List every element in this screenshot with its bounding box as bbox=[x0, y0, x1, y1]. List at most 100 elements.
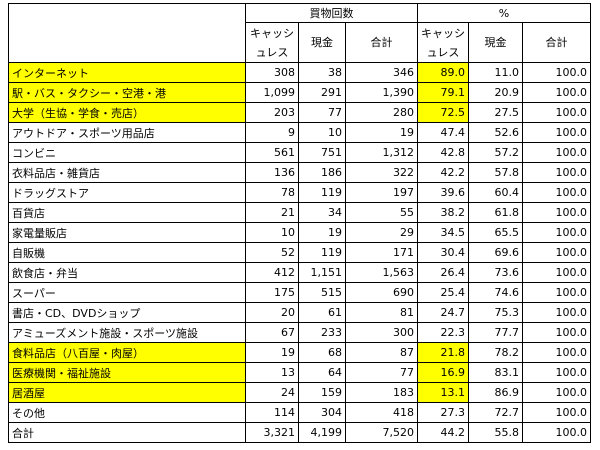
value-cell: 100.0 bbox=[521, 62, 592, 83]
value-cell: 52 bbox=[245, 242, 299, 263]
value-cell: 34.5 bbox=[417, 222, 469, 243]
column-header: キャッシュレス bbox=[245, 22, 299, 63]
value-cell: 183 bbox=[345, 382, 418, 403]
data-table: 買物回数 % キャッシュレス 現金 合計 キャッシュレス 現金 合計 インターネット 308… bbox=[8, 3, 592, 443]
row-label: 合計 bbox=[8, 422, 246, 443]
value-cell: 64 bbox=[298, 362, 346, 383]
value-cell: 100.0 bbox=[521, 402, 592, 423]
value-cell: 751 bbox=[298, 142, 346, 163]
row-label: アウトドア・スポーツ用品店 bbox=[8, 122, 246, 143]
value-cell: 561 bbox=[245, 142, 299, 163]
group-header-row: 買物回数 % bbox=[8, 3, 592, 63]
row-label: ドラッグストア bbox=[8, 182, 246, 203]
table-row: 医療機関・福祉施設 13 64 77 16.9 83.1 100.0 bbox=[8, 362, 592, 383]
value-cell: 300 bbox=[345, 322, 418, 343]
value-cell: 136 bbox=[245, 162, 299, 183]
value-cell: 100.0 bbox=[521, 262, 592, 283]
value-cell: 16.9 bbox=[417, 362, 469, 383]
value-cell: 4,199 bbox=[298, 422, 346, 443]
value-cell: 47.4 bbox=[417, 122, 469, 143]
value-cell: 186 bbox=[298, 162, 346, 183]
value-cell: 27.3 bbox=[417, 402, 469, 423]
value-cell: 60.4 bbox=[468, 182, 523, 203]
row-label: スーパー bbox=[8, 282, 246, 303]
value-cell: 87 bbox=[345, 342, 418, 363]
value-cell: 67 bbox=[245, 322, 299, 343]
table-row: 食料品店（八百屋・肉屋） 19 68 87 21.8 78.2 100.0 bbox=[8, 342, 592, 363]
table-body: インターネット 308 38 346 89.0 11.0 100.0 駅・バス・タクシー・空港… bbox=[8, 62, 592, 443]
value-cell: 100.0 bbox=[521, 322, 592, 343]
value-cell: 1,099 bbox=[245, 82, 299, 103]
table-row: 大学（生協・学食・売店） 203 77 280 72.5 27.5 100.0 bbox=[8, 102, 592, 123]
value-cell: 72.5 bbox=[417, 102, 469, 123]
value-cell: 25.4 bbox=[417, 282, 469, 303]
column-header: 合計 bbox=[521, 22, 592, 63]
value-cell: 1,312 bbox=[345, 142, 418, 163]
value-cell: 24.7 bbox=[417, 302, 469, 323]
value-cell: 175 bbox=[245, 282, 299, 303]
value-cell: 171 bbox=[345, 242, 418, 263]
table-row: 飲食店・弁当 412 1,151 1,563 26.4 73.6 100.0 bbox=[8, 262, 592, 283]
value-cell: 68 bbox=[298, 342, 346, 363]
value-cell: 114 bbox=[245, 402, 299, 423]
value-cell: 78 bbox=[245, 182, 299, 203]
table-row: インターネット 308 38 346 89.0 11.0 100.0 bbox=[8, 62, 592, 83]
row-label: 百貨店 bbox=[8, 202, 246, 223]
row-label: 家電量販店 bbox=[8, 222, 246, 243]
value-cell: 65.5 bbox=[468, 222, 523, 243]
value-cell: 100.0 bbox=[521, 242, 592, 263]
row-label: 書店・CD、DVDショップ bbox=[8, 302, 246, 323]
value-cell: 1,151 bbox=[298, 262, 346, 283]
table-row: 家電量販店 10 19 29 34.5 65.5 100.0 bbox=[8, 222, 592, 243]
value-cell: 1,390 bbox=[345, 82, 418, 103]
value-cell: 13.1 bbox=[417, 382, 469, 403]
value-cell: 346 bbox=[345, 62, 418, 83]
value-cell: 100.0 bbox=[521, 342, 592, 363]
value-cell: 304 bbox=[298, 402, 346, 423]
value-cell: 79.1 bbox=[417, 82, 469, 103]
value-cell: 3,321 bbox=[245, 422, 299, 443]
value-cell: 20 bbox=[245, 302, 299, 323]
value-cell: 100.0 bbox=[521, 182, 592, 203]
value-cell: 83.1 bbox=[468, 362, 523, 383]
value-cell: 100.0 bbox=[521, 82, 592, 103]
value-cell: 38 bbox=[298, 62, 346, 83]
row-label: 大学（生協・学食・売店） bbox=[8, 102, 246, 123]
table-row: 書店・CD、DVDショップ 20 61 81 24.7 75.3 100.0 bbox=[8, 302, 592, 323]
value-cell: 308 bbox=[245, 62, 299, 83]
value-cell: 39.6 bbox=[417, 182, 469, 203]
value-cell: 119 bbox=[298, 242, 346, 263]
value-cell: 100.0 bbox=[521, 202, 592, 223]
column-header: キャッシュレス bbox=[417, 22, 469, 63]
row-label: インターネット bbox=[8, 62, 246, 83]
value-cell: 690 bbox=[345, 282, 418, 303]
value-cell: 55 bbox=[345, 202, 418, 223]
value-cell: 77.7 bbox=[468, 322, 523, 343]
value-cell: 77 bbox=[298, 102, 346, 123]
value-cell: 19 bbox=[345, 122, 418, 143]
row-label: 医療機関・福祉施設 bbox=[8, 362, 246, 383]
value-cell: 19 bbox=[298, 222, 346, 243]
value-cell: 21.8 bbox=[417, 342, 469, 363]
value-cell: 21 bbox=[245, 202, 299, 223]
value-cell: 203 bbox=[245, 102, 299, 123]
table-row: 百貨店 21 34 55 38.2 61.8 100.0 bbox=[8, 202, 592, 223]
value-cell: 418 bbox=[345, 402, 418, 423]
value-cell: 515 bbox=[298, 282, 346, 303]
value-cell: 100.0 bbox=[521, 162, 592, 183]
value-cell: 100.0 bbox=[521, 382, 592, 403]
row-label: 衣料品店・雑貨店 bbox=[8, 162, 246, 183]
column-header: 現金 bbox=[468, 22, 523, 63]
value-cell: 322 bbox=[345, 162, 418, 183]
value-cell: 29 bbox=[345, 222, 418, 243]
group-header: % bbox=[416, 3, 592, 23]
value-cell: 61 bbox=[298, 302, 346, 323]
value-cell: 233 bbox=[298, 322, 346, 343]
value-cell: 10 bbox=[245, 222, 299, 243]
value-cell: 38.2 bbox=[417, 202, 469, 223]
row-label: 駅・バス・タクシー・空港・港 bbox=[8, 82, 246, 103]
row-label: 居酒屋 bbox=[8, 382, 246, 403]
value-cell: 412 bbox=[245, 262, 299, 283]
value-cell: 57.8 bbox=[468, 162, 523, 183]
